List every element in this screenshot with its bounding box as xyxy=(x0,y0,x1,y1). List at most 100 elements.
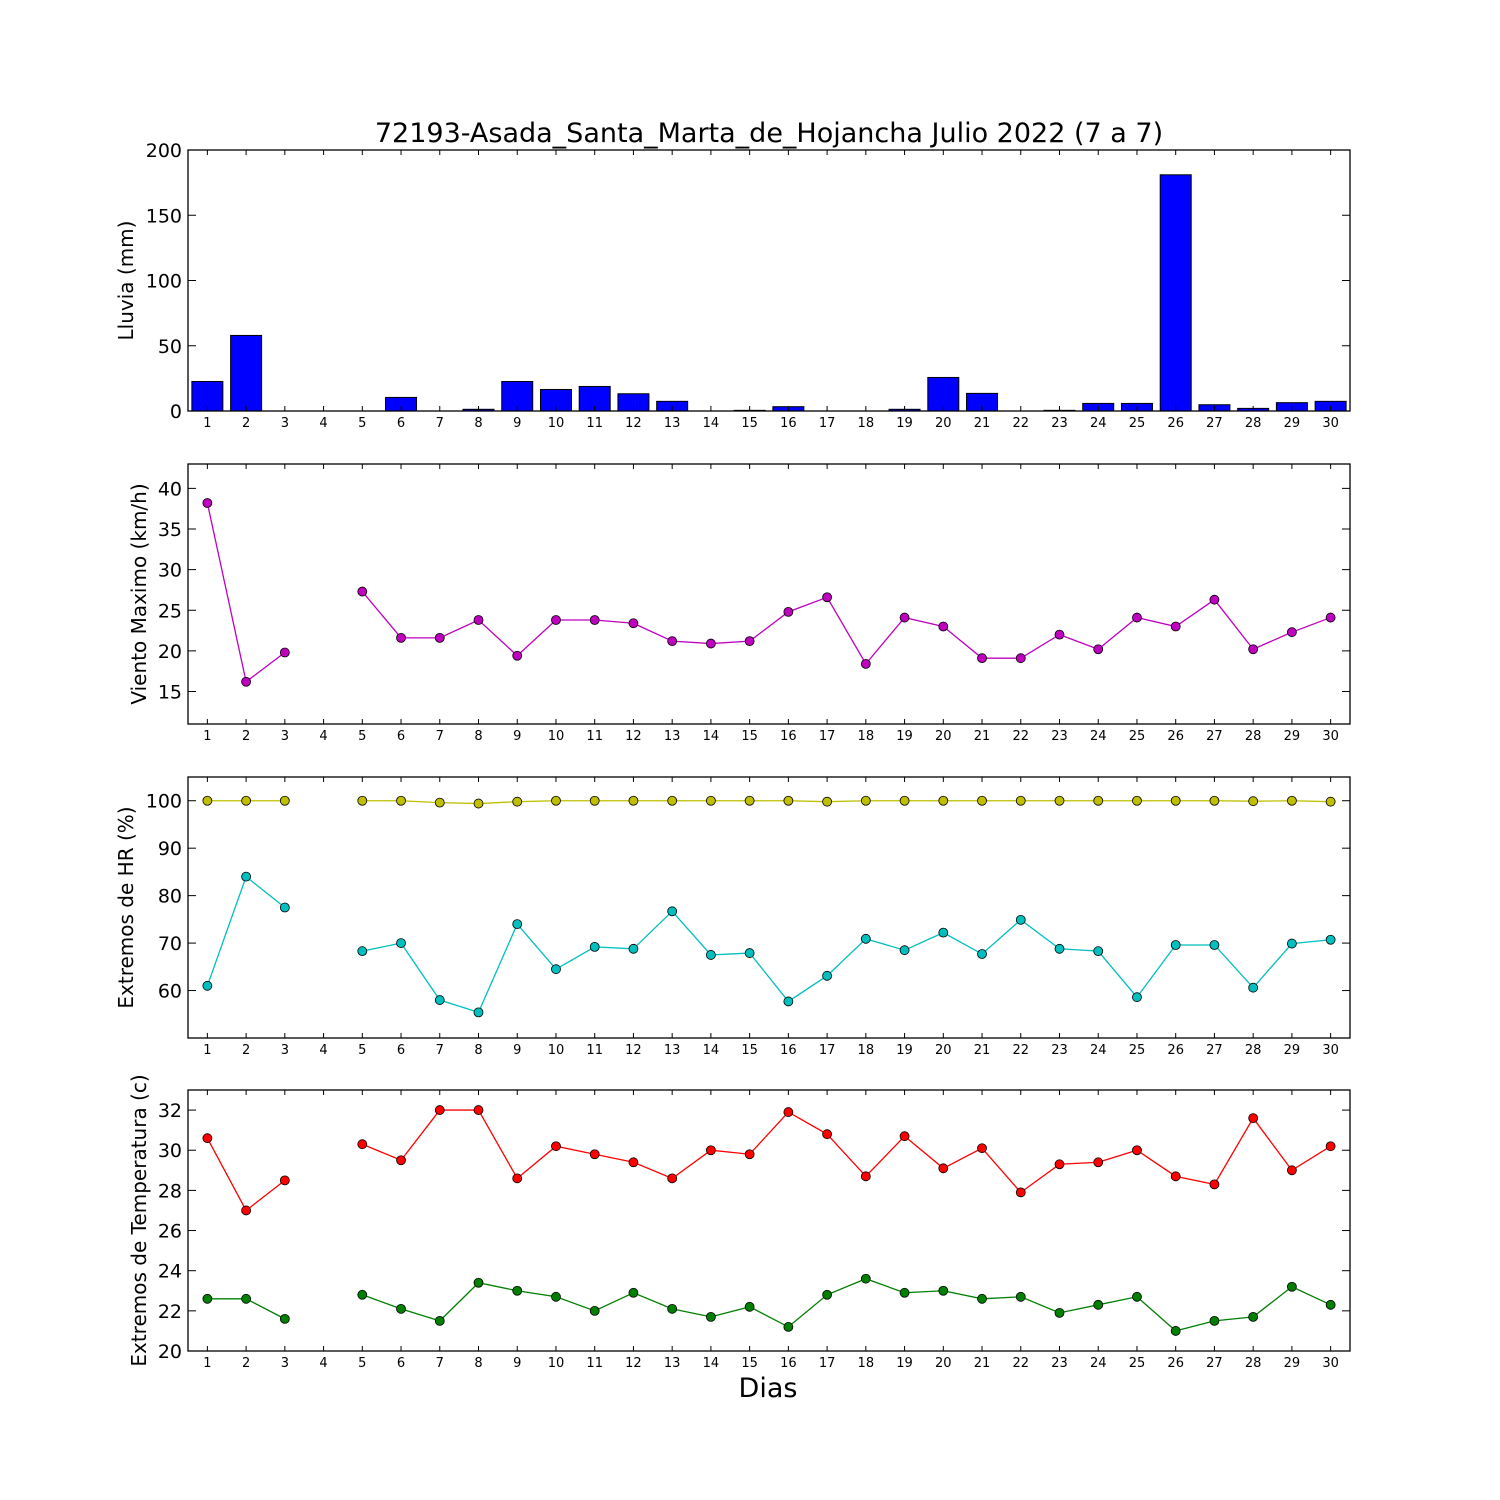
panel3-series2-line xyxy=(206,875,286,987)
panel3-series1-point-day-9 xyxy=(512,796,523,807)
panel3-series2-point-day-24 xyxy=(1093,946,1104,957)
panel4-series1-point-day-25 xyxy=(1132,1145,1142,1156)
panel3-series2-point-day-15 xyxy=(744,948,755,958)
panel2-xtick-label-17: 17 xyxy=(819,729,836,744)
panel1-xtick-label-4: 4 xyxy=(319,416,327,431)
panel3-series1-point-day-17 xyxy=(822,796,832,807)
panel4-series1-line xyxy=(362,1109,1331,1194)
panel1-xtick-label-27: 27 xyxy=(1206,416,1223,431)
panel4-series1-point-day-23 xyxy=(1054,1159,1065,1170)
panel4-xtick-label-15: 15 xyxy=(741,1356,758,1371)
panel4-ytick-label-20: 20 xyxy=(158,1341,182,1363)
panel3-xtick-label-2: 2 xyxy=(242,1043,250,1058)
panel2-xtick-label-6: 6 xyxy=(397,729,405,744)
panel1-xtick-label-6: 6 xyxy=(397,416,405,431)
panel3-series2-point-day-30 xyxy=(1325,934,1336,945)
panel3-series1-point-day-23 xyxy=(1054,795,1065,806)
panel4-series1-point-day-30 xyxy=(1325,1141,1336,1152)
panel4-xtick-label-26: 26 xyxy=(1167,1356,1184,1371)
panel3-xtick-label-7: 7 xyxy=(436,1043,444,1058)
panel2-series1-point-day-29 xyxy=(1287,627,1297,638)
panel3-series1-point-day-25 xyxy=(1132,795,1142,806)
panel2-series1-point-day-7 xyxy=(434,632,445,643)
panel3-series2-point-day-2 xyxy=(241,871,252,882)
panel3-series1-point-day-29 xyxy=(1287,795,1297,806)
panel4-series2-point-day-29 xyxy=(1287,1281,1297,1292)
panel1-ytick-label-100: 100 xyxy=(146,271,182,293)
panel4-series1-point-day-9 xyxy=(512,1173,523,1184)
panel4-series2-line xyxy=(362,1278,1331,1332)
panel2-series1-point-day-21 xyxy=(977,653,987,664)
panel2-xtick-label-25: 25 xyxy=(1129,729,1146,744)
panel2-series1-point-day-10 xyxy=(551,615,561,625)
panel3-xtick-label-4: 4 xyxy=(319,1043,327,1058)
panel4-series2-point-day-24 xyxy=(1093,1299,1104,1310)
panel3-axes-frame xyxy=(187,776,1351,1039)
panel2-xtick-label-19: 19 xyxy=(896,729,913,744)
panel2-series1-point-day-17 xyxy=(822,592,832,603)
panel4-series1-point-day-20 xyxy=(938,1163,949,1174)
panel4-xtick-label-8: 8 xyxy=(474,1356,482,1371)
panel4-series1-point-day-29 xyxy=(1287,1165,1297,1176)
panel3-series2-point-day-17 xyxy=(822,970,832,981)
panel2-series1-point-day-18 xyxy=(860,658,871,669)
panel2-series1-line xyxy=(206,502,286,683)
panel4-xtick-label-11: 11 xyxy=(586,1356,603,1371)
panel3-xtick-label-25: 25 xyxy=(1129,1043,1146,1058)
panel1-xtick-label-29: 29 xyxy=(1284,416,1301,431)
panel1-xtick-label-11: 11 xyxy=(586,416,603,431)
panel2-xtick-label-16: 16 xyxy=(780,729,797,744)
panel3-series1-point-day-24 xyxy=(1093,795,1104,806)
panel1-xtick-label-8: 8 xyxy=(474,416,482,431)
panel4-ytick-label-30: 30 xyxy=(158,1140,182,1162)
panel3-xtick-label-29: 29 xyxy=(1284,1043,1301,1058)
panel3-series2-point-day-9 xyxy=(512,919,523,930)
panel2-ytick-label-30: 30 xyxy=(158,560,182,582)
panel2-xtick-label-23: 23 xyxy=(1051,729,1068,744)
panel2-xtick-label-27: 27 xyxy=(1206,729,1223,744)
panel2-series1-point-day-25 xyxy=(1132,612,1142,623)
panel4-xtick-label-17: 17 xyxy=(819,1356,836,1371)
panel3-series1-point-day-12 xyxy=(628,795,639,806)
panel4-xtick-label-25: 25 xyxy=(1129,1356,1146,1371)
panel4-xtick-label-12: 12 xyxy=(625,1356,642,1371)
panel1-xtick-label-20: 20 xyxy=(935,416,952,431)
panel3-ytick-label-60: 60 xyxy=(158,981,182,1003)
panel4-xtick-label-14: 14 xyxy=(703,1356,720,1371)
panel1-xtick-label-14: 14 xyxy=(703,416,720,431)
panel2-series1-point-day-8 xyxy=(473,615,484,625)
panel4-xtick-label-28: 28 xyxy=(1245,1356,1262,1371)
panel1-xtick-label-5: 5 xyxy=(358,416,366,431)
panel3-series1-point-day-22 xyxy=(1015,795,1026,806)
panel3-ytick-label-90: 90 xyxy=(158,838,182,860)
panel4-series2-point-day-3 xyxy=(279,1313,290,1324)
panel3-series1-point-day-13 xyxy=(667,795,678,806)
panel1-xtick-label-7: 7 xyxy=(436,416,444,431)
panel2-xtick-label-14: 14 xyxy=(703,729,720,744)
panel4-xtick-label-5: 5 xyxy=(358,1356,366,1371)
panel2-series1-point-day-3 xyxy=(279,647,290,658)
panel3-xtick-label-9: 9 xyxy=(513,1043,521,1058)
panel4-series2-point-day-18 xyxy=(860,1273,871,1284)
panel2-series1-point-day-30 xyxy=(1325,612,1336,623)
panel4-xtick-label-7: 7 xyxy=(436,1356,444,1371)
panel3-series1-point-day-7 xyxy=(434,797,445,808)
panel4-series1-point-day-3 xyxy=(279,1175,290,1186)
panel4-xtick-label-4: 4 xyxy=(319,1356,327,1371)
panel4-series2-point-day-23 xyxy=(1054,1307,1065,1318)
panel4-series1-point-day-21 xyxy=(977,1143,987,1154)
panel4-series2-point-day-16 xyxy=(783,1322,794,1332)
panel4-series1-point-day-18 xyxy=(860,1171,871,1182)
panel3-xtick-label-23: 23 xyxy=(1051,1043,1068,1058)
panel1-ytick-label-0: 0 xyxy=(170,401,182,423)
panel2-xtick-label-12: 12 xyxy=(625,729,642,744)
panel4-series1-point-day-6 xyxy=(396,1155,406,1166)
panel3-series1-point-day-19 xyxy=(899,795,910,806)
panel2-ytick-label-25: 25 xyxy=(158,600,182,622)
panel3-xtick-label-8: 8 xyxy=(474,1043,482,1058)
panel1-xtick-label-28: 28 xyxy=(1245,416,1262,431)
panel4-series2-point-day-28 xyxy=(1248,1311,1259,1322)
panel2-series1-point-day-26 xyxy=(1170,621,1181,632)
panel1-xtick-label-1: 1 xyxy=(203,416,211,431)
